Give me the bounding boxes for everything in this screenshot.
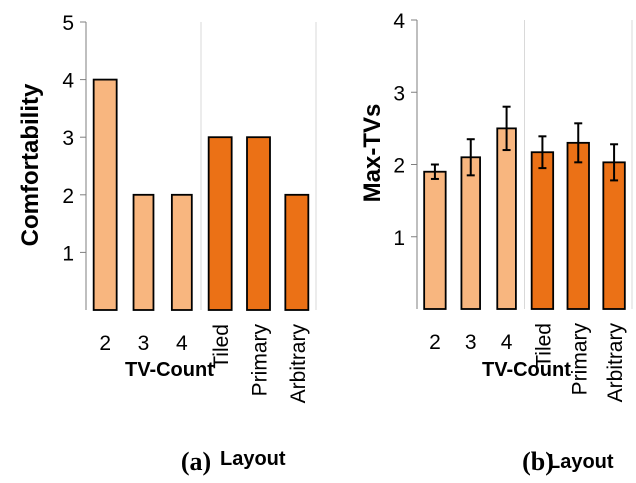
bar-4 <box>496 127 517 310</box>
x-tick-label: Primary <box>249 324 272 397</box>
bar-tiled <box>530 151 555 310</box>
y-tick-label: 3 <box>62 127 74 150</box>
y-tick-label: 4 <box>393 10 405 33</box>
bar-2 <box>92 78 118 311</box>
y-tick-label: 5 <box>62 12 74 35</box>
x-tick-label: 2 <box>99 332 111 355</box>
x-tick-label: 2 <box>429 331 441 354</box>
x-tick-label: Tiled <box>210 324 233 369</box>
panel-caption: (b) <box>522 447 554 476</box>
y-axis-label: Comfortability <box>17 83 44 246</box>
bar-4 <box>170 193 193 311</box>
group-label-layout: Layout <box>548 451 614 473</box>
chart-panel-1: 1 2 3 4 5 2 3 4 Tiled Primary Arbitrary Comfortabil… <box>17 12 317 476</box>
y-tick-label: 4 <box>62 70 74 93</box>
x-tick-label: 4 <box>176 332 188 355</box>
group-label-tv-count: TV-Count <box>125 359 214 381</box>
panel-caption: (a) <box>181 447 211 476</box>
chart-panel-2: 1 2 3 4 2 3 4 Tiled Primary Arbitrary Max-TVs TV-Co… <box>359 10 633 476</box>
bar-primary <box>566 141 590 310</box>
y-tick-label: 3 <box>393 82 405 105</box>
y-tick-label: 2 <box>393 155 405 178</box>
y-tick-label: 1 <box>62 242 74 265</box>
x-tick-label: 3 <box>138 332 150 355</box>
bar-arbitrary <box>602 161 626 310</box>
x-tick-label: 3 <box>465 331 477 354</box>
bar-tiled <box>207 136 233 311</box>
x-tick-label: Arbitrary <box>287 324 310 404</box>
x-tick-label: Arbitrary <box>604 323 627 403</box>
y-tick-label: 1 <box>393 227 405 250</box>
x-tick-label: Primary <box>568 323 591 396</box>
y-axis-label: Max-TVs <box>359 104 386 203</box>
group-label-tv-count: TV-Count <box>482 359 571 381</box>
y-tick-label: 2 <box>62 185 74 208</box>
x-tick-label: 4 <box>501 331 513 354</box>
bar-2 <box>423 170 447 310</box>
bar-3 <box>460 156 481 310</box>
x-tick-label: Tiled <box>532 323 555 368</box>
group-label-layout: Layout <box>220 448 286 470</box>
bar-3 <box>132 193 155 311</box>
bar-arbitrary <box>284 193 310 311</box>
bar-primary <box>246 136 271 311</box>
